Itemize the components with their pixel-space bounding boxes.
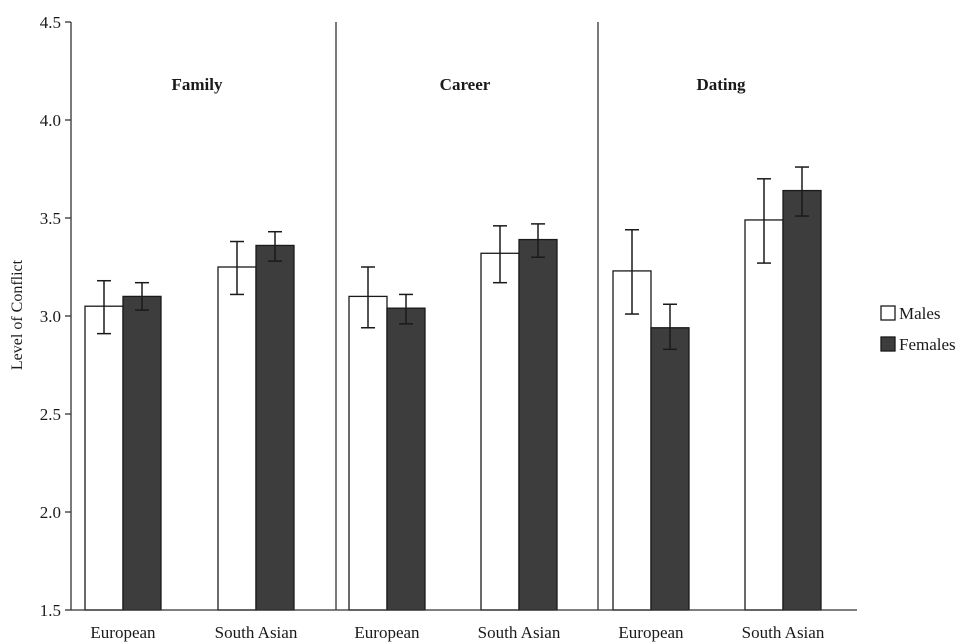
legend: Males Females bbox=[880, 304, 956, 354]
y-axis: 1.5 2.0 2.5 3.0 3.5 4.0 4.5 bbox=[40, 13, 72, 620]
y-axis-label: Level of Conflict bbox=[9, 259, 26, 370]
panel-title-dating: Dating bbox=[696, 75, 746, 94]
x-category-label: European bbox=[618, 623, 684, 642]
x-category-label: South Asian bbox=[478, 623, 561, 642]
legend-label-males: Males bbox=[899, 304, 941, 323]
x-category-label: South Asian bbox=[215, 623, 298, 642]
bars bbox=[84, 189, 822, 611]
legend-swatch-females bbox=[880, 336, 896, 352]
x-category-label: European bbox=[354, 623, 420, 642]
panel-title-family: Family bbox=[172, 75, 223, 94]
legend-swatch-males bbox=[880, 305, 896, 321]
x-category-label: European bbox=[90, 623, 156, 642]
bar-males bbox=[480, 252, 520, 611]
panel-titles: Family Career Dating bbox=[172, 75, 747, 94]
y-tick-label: 3.0 bbox=[40, 307, 61, 326]
bar-males bbox=[348, 295, 388, 611]
bar-females bbox=[122, 295, 162, 611]
bar-females bbox=[386, 307, 426, 611]
y-tick-label: 4.5 bbox=[40, 13, 61, 32]
y-tick-label: 4.0 bbox=[40, 111, 61, 130]
bar-males bbox=[612, 270, 652, 611]
x-category-label: South Asian bbox=[742, 623, 825, 642]
y-tick-label: 1.5 bbox=[40, 601, 61, 620]
category-labels: European South Asian European South Asian Eu… bbox=[90, 623, 824, 642]
bar-females bbox=[782, 189, 822, 611]
error-bars bbox=[97, 166, 809, 351]
bar-females bbox=[650, 327, 690, 611]
y-tick-label: 3.5 bbox=[40, 209, 61, 228]
bar-males bbox=[84, 305, 124, 611]
legend-label-females: Females bbox=[899, 335, 956, 354]
y-tick-label: 2.5 bbox=[40, 405, 61, 424]
panel-title-career: Career bbox=[440, 75, 491, 94]
panel-dividers bbox=[335, 22, 599, 610]
bar-males bbox=[217, 266, 257, 611]
y-tick-label: 2.0 bbox=[40, 503, 61, 522]
bar-females bbox=[518, 238, 558, 611]
bar-females bbox=[255, 244, 295, 611]
bar-males bbox=[744, 219, 784, 611]
